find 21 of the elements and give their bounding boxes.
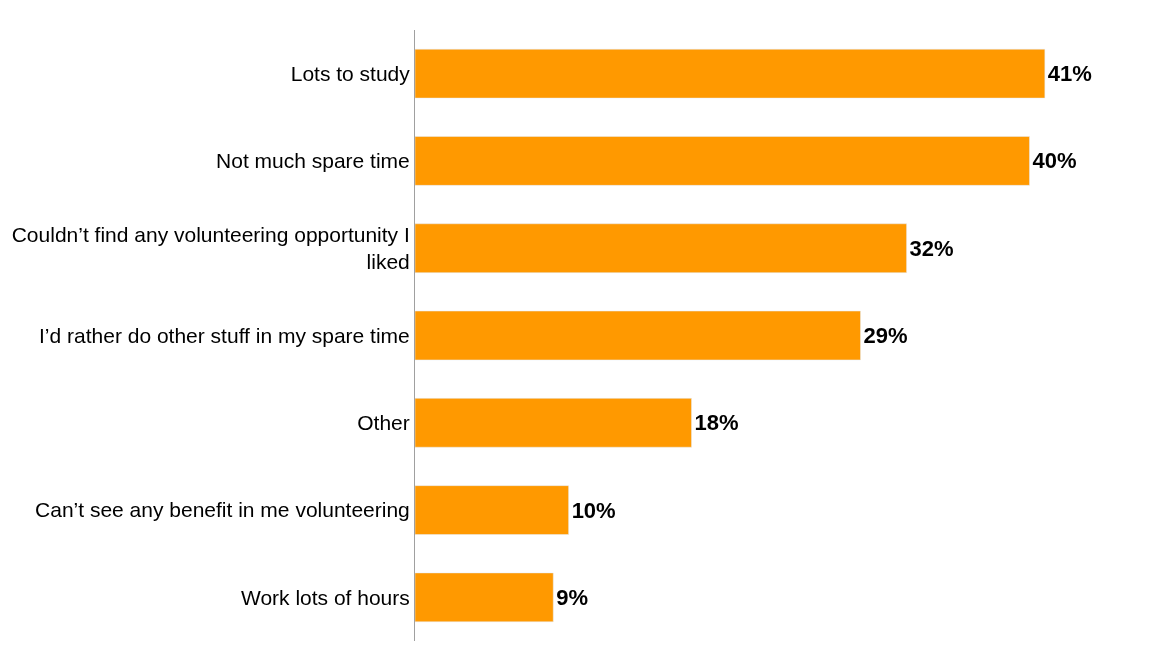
data-label: 40% <box>1032 148 1077 174</box>
bar <box>415 48 1046 99</box>
y-tick-label: Lots to study <box>290 61 411 85</box>
y-tick-label: Couldn’t find any volunteering opportunity I liked <box>11 222 410 274</box>
bar <box>415 136 1030 186</box>
data-label: 29% <box>863 323 908 348</box>
y-tick-label: Work lots of hours <box>240 585 410 609</box>
y-tick-label: I’d rather do other stuff in my spare time <box>39 323 410 347</box>
data-label: 41% <box>1047 61 1092 87</box>
data-label: 32% <box>909 235 954 261</box>
bar <box>415 572 554 623</box>
y-tick-label: Not much spare time <box>216 149 410 173</box>
data-label: 10% <box>571 497 616 523</box>
bar <box>415 223 907 273</box>
bar <box>415 398 692 448</box>
bar <box>415 310 861 361</box>
data-label: 9% <box>556 584 589 610</box>
y-tick-label: Other <box>357 411 410 435</box>
y-tick-label: Can’t see any benefit in me volunteering <box>35 498 410 522</box>
data-label: 18% <box>694 410 739 436</box>
bar <box>415 485 569 535</box>
